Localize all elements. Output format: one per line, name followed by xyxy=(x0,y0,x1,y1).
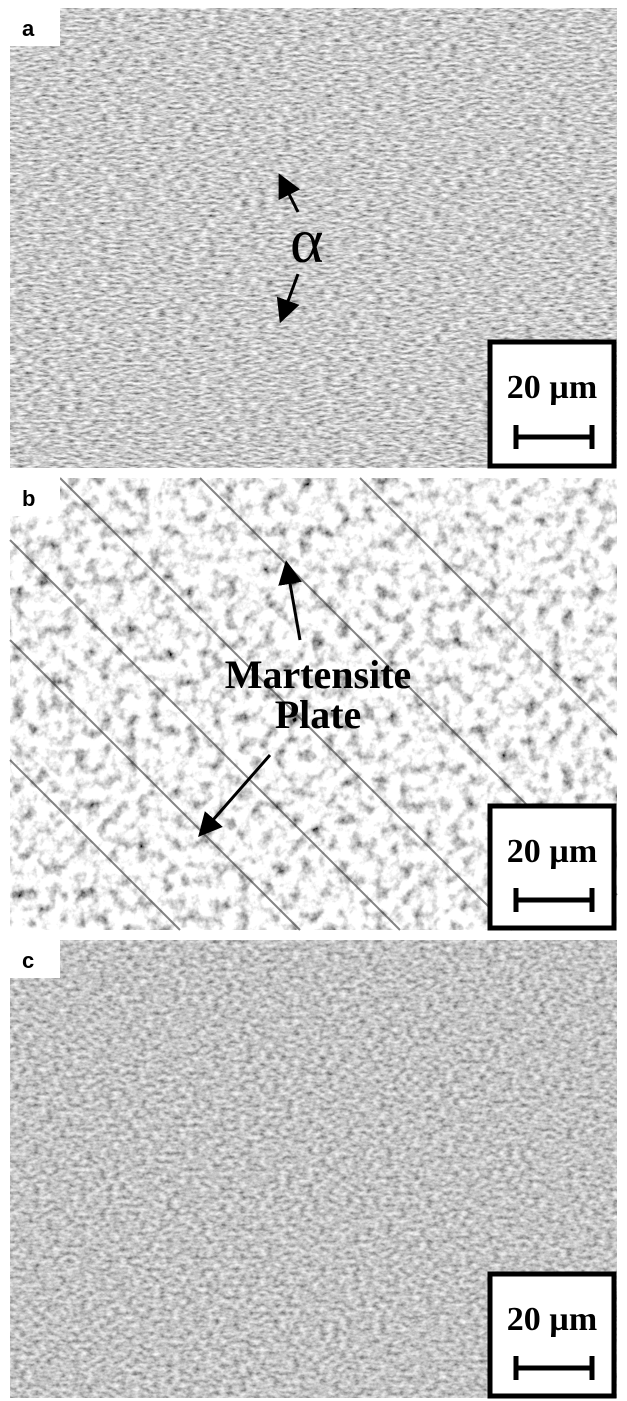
label-box xyxy=(10,8,60,46)
panel-b: b Martensite Plate 20 µm xyxy=(10,478,617,930)
panel-c: c 20 µm xyxy=(10,940,617,1398)
scale-text: 20 µm xyxy=(507,369,597,406)
page: a α 20 µm b Martensite Plate 20 µm c 20 … xyxy=(0,0,627,1401)
annotation: Martensite xyxy=(225,652,412,697)
panel-label: a xyxy=(22,16,35,41)
annotation: Plate xyxy=(275,692,362,737)
annotation: α xyxy=(290,205,324,276)
panel-a: a α 20 µm xyxy=(10,8,617,468)
panel-label: c xyxy=(22,948,34,973)
panel-label: b xyxy=(22,486,35,511)
scale-text: 20 µm xyxy=(507,833,597,870)
figure: a α 20 µm b Martensite Plate 20 µm c 20 … xyxy=(0,0,627,1401)
scale-text: 20 µm xyxy=(507,1301,597,1338)
label-box xyxy=(10,940,60,978)
